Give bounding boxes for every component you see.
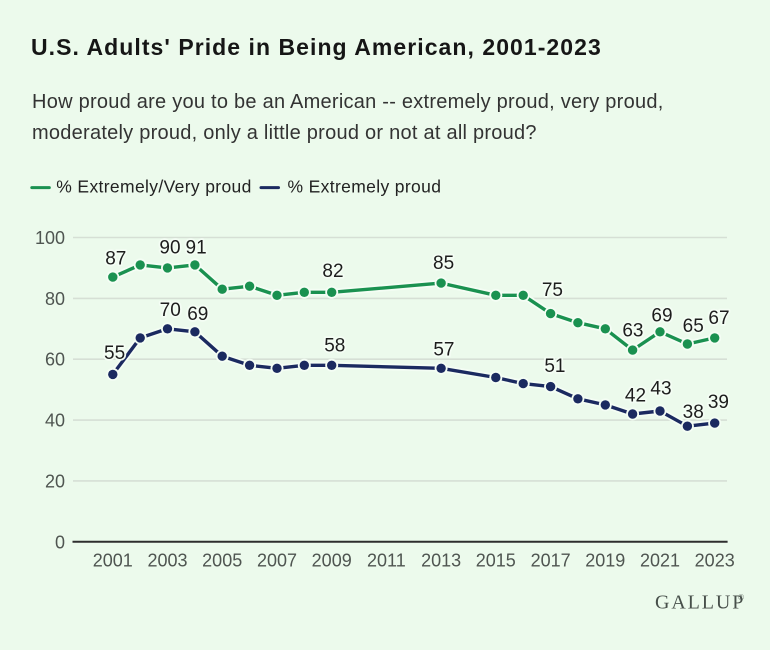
- svg-text:63: 63: [622, 321, 643, 342]
- svg-text:% Extremely/Very proud: % Extremely/Very proud: [56, 176, 251, 196]
- svg-text:2011: 2011: [367, 551, 406, 571]
- svg-text:2017: 2017: [531, 551, 571, 571]
- svg-text:®: ®: [738, 593, 744, 602]
- svg-text:70: 70: [160, 300, 181, 321]
- svg-text:39: 39: [708, 392, 729, 413]
- svg-text:2013: 2013: [421, 551, 461, 571]
- svg-text:69: 69: [651, 305, 672, 326]
- svg-text:2023: 2023: [695, 551, 735, 571]
- svg-text:60: 60: [45, 350, 65, 370]
- svg-text:58: 58: [324, 335, 345, 356]
- svg-text:2003: 2003: [147, 551, 187, 571]
- svg-text:2007: 2007: [257, 551, 297, 571]
- svg-text:67: 67: [708, 308, 729, 329]
- svg-text:GALLUP: GALLUP: [655, 591, 745, 613]
- svg-text:85: 85: [433, 253, 454, 274]
- svg-text:2019: 2019: [585, 551, 625, 571]
- svg-text:55: 55: [104, 343, 125, 364]
- svg-text:20: 20: [45, 471, 65, 491]
- svg-text:100: 100: [35, 228, 65, 248]
- svg-text:90: 90: [159, 237, 180, 258]
- svg-text:40: 40: [45, 411, 65, 431]
- svg-text:How proud are you to be an Ame: How proud are you to be an American -- e…: [32, 91, 664, 113]
- svg-text:2015: 2015: [476, 551, 516, 571]
- svg-text:2021: 2021: [640, 551, 680, 571]
- svg-text:0: 0: [55, 532, 65, 552]
- svg-text:65: 65: [683, 316, 704, 337]
- svg-text:% Extremely proud: % Extremely proud: [288, 176, 442, 196]
- svg-text:82: 82: [322, 261, 343, 282]
- svg-text:51: 51: [544, 356, 565, 377]
- svg-text:2009: 2009: [312, 551, 352, 571]
- svg-text:87: 87: [105, 248, 126, 269]
- svg-text:80: 80: [45, 289, 65, 309]
- svg-text:75: 75: [542, 280, 563, 301]
- svg-text:38: 38: [683, 402, 704, 423]
- svg-text:2001: 2001: [93, 551, 133, 571]
- svg-text:91: 91: [186, 237, 207, 258]
- svg-text:43: 43: [650, 378, 671, 399]
- svg-text:moderately proud, only a littl: moderately proud, only a little proud or…: [32, 122, 537, 144]
- svg-text:69: 69: [187, 304, 208, 325]
- svg-text:U.S. Adults' Pride in Being Am: U.S. Adults' Pride in Being American, 20…: [31, 34, 602, 60]
- svg-text:2005: 2005: [202, 551, 242, 571]
- svg-text:42: 42: [625, 385, 646, 406]
- svg-text:57: 57: [433, 340, 454, 361]
